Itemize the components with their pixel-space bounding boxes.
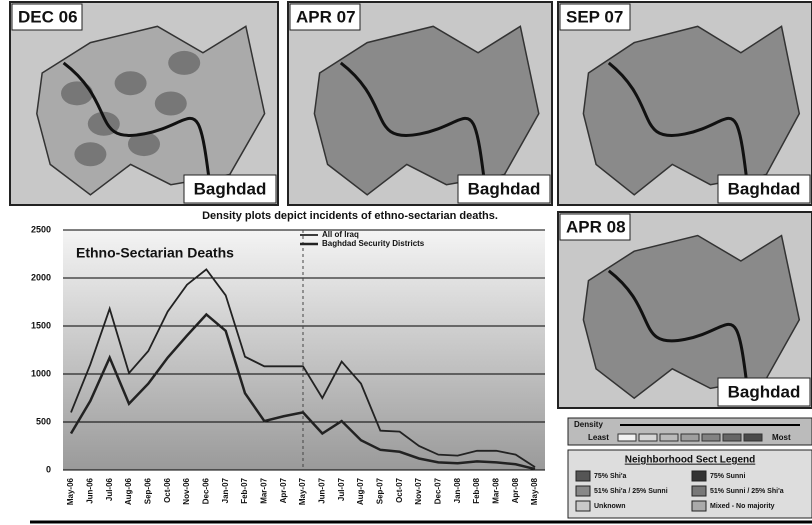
x-tick-label: Apr-07 xyxy=(279,477,288,503)
sect-legend-title: Neighborhood Sect Legend xyxy=(625,455,756,466)
x-tick-label: Feb-08 xyxy=(472,477,481,503)
density-swatch xyxy=(722,433,742,442)
river xyxy=(339,61,488,196)
x-tick-label: Sep-06 xyxy=(143,477,152,504)
sect-label: 75% Shi'a xyxy=(594,473,627,480)
city-label-box xyxy=(717,174,811,204)
x-tick-label: May-07 xyxy=(298,477,307,505)
sect-swatch xyxy=(691,470,707,482)
x-tick-label: Jun-07 xyxy=(317,477,326,503)
density-swatch xyxy=(701,433,721,442)
density-least: Least xyxy=(588,433,609,442)
legend-label: All of Iraq xyxy=(322,230,359,239)
density-swatch xyxy=(680,433,700,442)
density-most: Most xyxy=(772,433,791,442)
city-label-box xyxy=(183,174,277,204)
city-label: Baghdad xyxy=(468,179,541,198)
sect-swatch xyxy=(575,485,591,497)
legend-label: Baghdad Security Districts xyxy=(322,239,425,248)
x-tick-label: Oct-07 xyxy=(395,477,404,502)
map-label-box xyxy=(11,3,83,31)
map-label: APR 08 xyxy=(566,217,626,236)
x-tick-label: Sep-07 xyxy=(375,477,384,504)
map-label: DEC 06 xyxy=(18,7,78,26)
y-tick-label: 0 xyxy=(46,464,51,474)
chart-title: Ethno-Sectarian Deaths xyxy=(76,245,234,261)
x-tick-label: Oct-06 xyxy=(163,477,172,502)
density-blob xyxy=(61,81,93,106)
map-label: APR 07 xyxy=(296,7,356,26)
density-swatch xyxy=(659,433,679,442)
map-label-box xyxy=(559,213,631,241)
city-label: Baghdad xyxy=(728,382,801,401)
city-label-box xyxy=(457,174,551,204)
sect-swatch xyxy=(575,500,591,512)
series-line xyxy=(69,312,536,471)
density-blob xyxy=(74,142,107,167)
density-blob xyxy=(128,132,160,157)
x-tick-label: May-06 xyxy=(66,477,75,505)
x-tick-label: Nov-06 xyxy=(182,477,191,504)
y-tick-label: 1500 xyxy=(31,320,51,330)
x-tick-label: Mar-07 xyxy=(259,477,268,503)
plot-area xyxy=(63,230,545,470)
river xyxy=(62,61,213,196)
map-label: SEP 07 xyxy=(566,7,623,26)
river xyxy=(607,61,750,196)
city-label-box xyxy=(717,377,811,407)
density-swatch xyxy=(743,433,763,442)
sect-swatch xyxy=(691,500,707,512)
density-title: Density xyxy=(574,420,603,429)
density-blob xyxy=(154,91,187,116)
sect-label: 75% Sunni xyxy=(710,473,745,480)
city-label: Baghdad xyxy=(194,179,267,198)
x-tick-label: Mar-08 xyxy=(491,477,500,503)
x-tick-label: Aug-07 xyxy=(356,477,365,505)
density-swatch xyxy=(638,433,658,442)
x-tick-label: May-08 xyxy=(530,477,539,505)
x-tick-label: Jun-06 xyxy=(85,477,94,503)
x-tick-label: Nov-07 xyxy=(414,477,423,504)
sect-swatch xyxy=(691,485,707,497)
series-line xyxy=(70,268,536,468)
river xyxy=(607,269,750,399)
sect-legend xyxy=(567,449,812,519)
x-tick-label: Jan-08 xyxy=(453,477,462,503)
y-tick-label: 2000 xyxy=(31,272,51,282)
y-tick-label: 1000 xyxy=(31,368,51,378)
sect-label: Unknown xyxy=(594,503,626,510)
caption: Density plots depict incidents of ethno-… xyxy=(202,210,498,222)
city-label: Baghdad xyxy=(728,179,801,198)
x-tick-label: Aug-06 xyxy=(124,477,133,505)
x-tick-label: Dec-06 xyxy=(201,477,210,504)
sect-label: Mixed - No majority xyxy=(710,503,775,510)
x-tick-label: Jul-07 xyxy=(337,477,346,501)
x-tick-label: Jan-07 xyxy=(221,477,230,503)
density-blob xyxy=(114,71,147,96)
density-swatch xyxy=(617,433,637,442)
y-tick-label: 2500 xyxy=(31,224,51,234)
x-tick-label: Apr-08 xyxy=(511,477,520,503)
sect-label: 51% Shi'a / 25% Sunni xyxy=(594,488,668,495)
x-tick-label: Feb-07 xyxy=(240,477,249,503)
x-tick-label: Jul-06 xyxy=(105,477,114,501)
sect-swatch xyxy=(575,470,591,482)
map-label-box xyxy=(559,3,631,31)
map-label-box xyxy=(289,3,361,31)
sect-label: 51% Sunni / 25% Shi'a xyxy=(710,488,784,495)
y-tick-label: 500 xyxy=(36,416,51,426)
density-blob xyxy=(168,50,201,75)
x-tick-label: Dec-07 xyxy=(433,477,442,504)
